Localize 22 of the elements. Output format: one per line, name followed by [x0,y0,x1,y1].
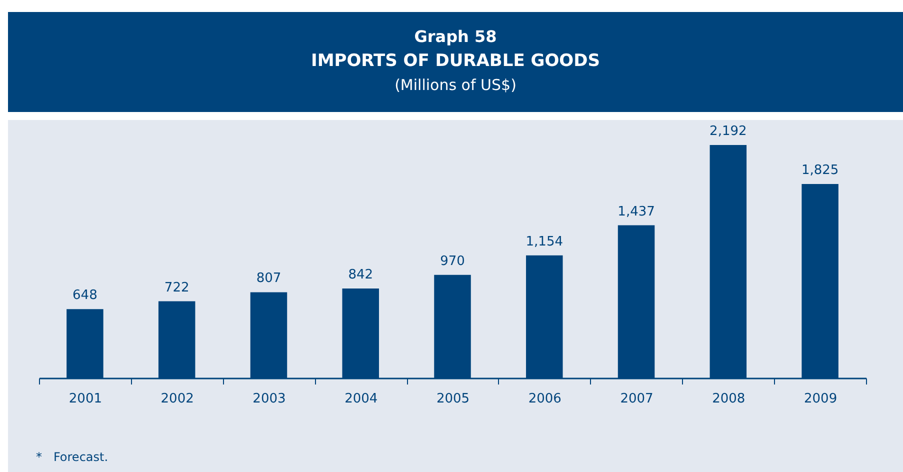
chart-title: IMPORTS OF DURABLE GOODS [310,50,601,73]
x-tick-label: 2008 [712,392,746,406]
data-label: 722 [164,280,190,296]
data-label: 1,825 [801,163,839,178]
text: * Forecast. [36,450,108,464]
x-tick-label: 2004 [344,392,378,406]
chart-subtitle: (Millions of US$) [394,75,518,96]
x-tick-label: 2007 [620,392,654,406]
data-label: 2,192 [710,124,747,139]
x-tick-label: 2001 [68,392,102,406]
x-tick-label: 2009 [804,392,838,406]
data-label: 807 [256,271,282,286]
x-tick-label: 2006 [528,392,562,406]
x-tick-label: 2002 [160,392,194,406]
caption: Graph 58 [413,26,498,48]
data-label: 1,154 [526,234,563,250]
x-tick-label: 2003 [252,392,286,406]
x-tick-label: 2005 [436,392,470,406]
data-label: 842 [348,268,374,282]
data-label: 1,437 [618,204,655,220]
data-label: 970 [440,254,465,269]
data-label: 648 [72,288,98,304]
